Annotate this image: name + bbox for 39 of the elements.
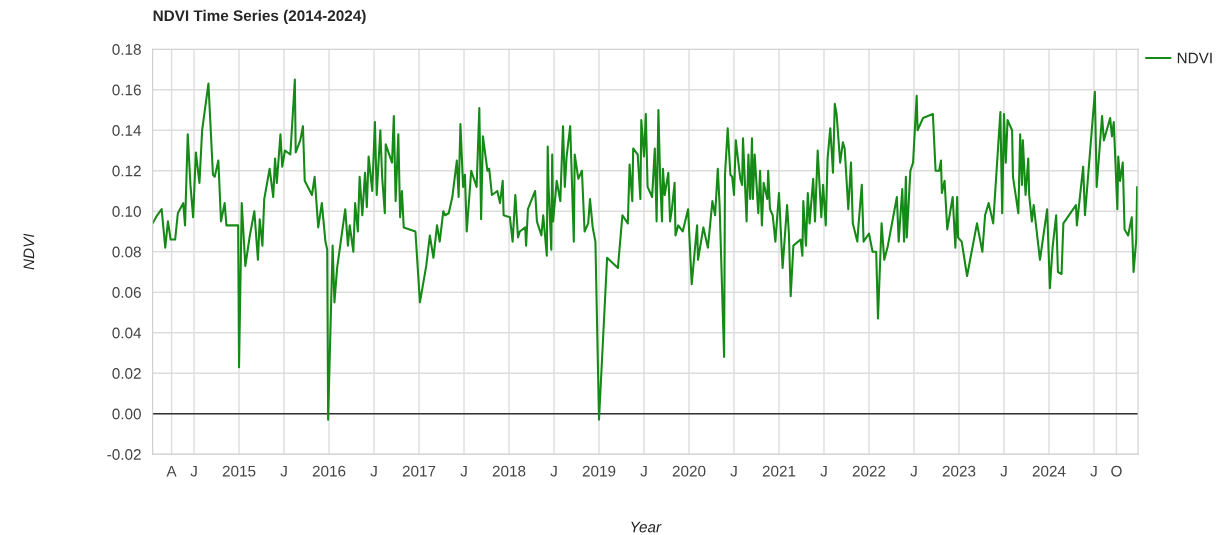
x-tick-label: J [550, 465, 557, 477]
x-tick-label: 2016 [312, 465, 346, 477]
x-tick-label: J [640, 465, 647, 477]
x-tick-label: O [1111, 465, 1122, 477]
chart-title: NDVI Time Series (2014-2024) [153, 9, 366, 25]
line-series [152, 78, 1139, 421]
x-tick-label: 2024 [1032, 465, 1066, 477]
x-tick-label: J [820, 465, 827, 477]
x-tick-label: 2022 [852, 465, 886, 477]
x-axis-title: Year [631, 521, 662, 533]
x-tick-label: 2017 [402, 465, 436, 477]
x-tick-label: 2019 [582, 465, 616, 477]
x-tick-label: J [1000, 465, 1007, 477]
y-tick-label: 0.00 [112, 408, 141, 420]
y-tick-label: 0.02 [112, 368, 141, 379]
x-tick-label: J [730, 465, 737, 477]
x-tick-label: J [910, 465, 917, 477]
x-tick-label: J [460, 465, 467, 477]
x-tick-label: 2020 [672, 465, 706, 477]
y-tick-label: 0.18 [112, 44, 141, 55]
y-tick-label: -0.02 [107, 449, 141, 460]
y-axis-title: NDVI [23, 233, 35, 270]
x-tick-label: J [280, 465, 287, 477]
y-tick-label: 0.04 [112, 327, 142, 339]
x-tick-label: 2021 [762, 465, 796, 477]
x-tick-label: A [166, 465, 177, 477]
y-tick-label: 0.14 [112, 125, 142, 136]
y-tick-label: 0.12 [112, 165, 141, 177]
y-tick-label: 0.08 [112, 246, 141, 258]
x-tick-label: J [370, 465, 377, 477]
y-tick-label: 0.06 [112, 287, 141, 298]
x-tick-label: 2015 [222, 465, 256, 477]
x-tick-label: 2018 [492, 465, 526, 477]
y-tick-label: 0.10 [112, 206, 141, 217]
x-tick-label: J [190, 465, 197, 477]
x-tick-label: J [1090, 465, 1097, 477]
y-tick-label: 0.16 [112, 84, 141, 96]
x-tick-label: 2023 [942, 465, 976, 477]
legend-label: NDVI [1177, 52, 1212, 64]
